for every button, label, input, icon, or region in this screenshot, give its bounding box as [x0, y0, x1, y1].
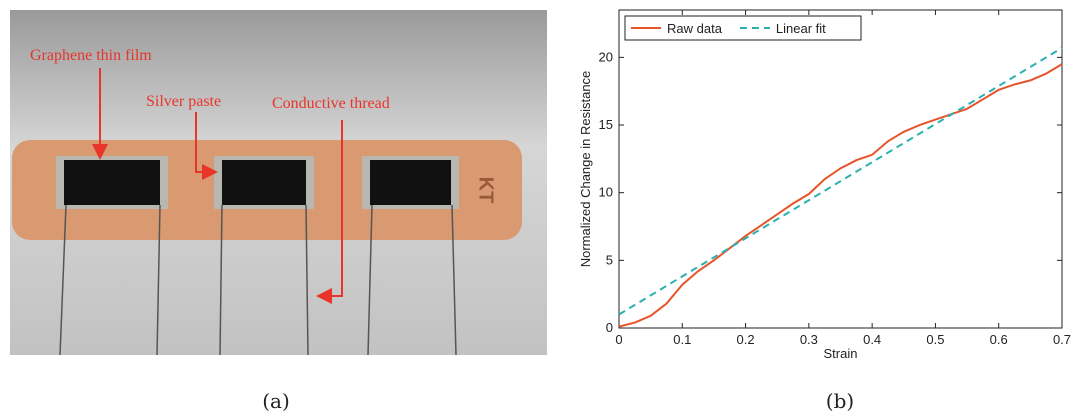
caption: (b)	[826, 389, 854, 413]
y-tick-label: 5	[606, 252, 613, 267]
band-text: KT	[475, 177, 497, 204]
arrows	[92, 68, 343, 304]
x-tick-label: 0	[615, 332, 622, 347]
annotation: Conductive thread	[272, 95, 390, 112]
y-tick-label: 0	[606, 320, 613, 335]
caption: (a)	[262, 389, 290, 413]
x-tick-label: 0.7	[1053, 332, 1071, 347]
photo: KT Graphene thin film Silver paste Condu…	[10, 10, 547, 413]
annotation: Silver paste	[146, 93, 221, 110]
data-line	[618, 47, 1063, 316]
legend-label: Raw data	[667, 21, 723, 36]
x-tick-label: 0.1	[673, 332, 691, 347]
x-tick-label: 0.6	[990, 332, 1008, 347]
y-axis-label: Normalized Change in Resistance	[578, 71, 593, 268]
x-tick-label: 0.5	[926, 332, 944, 347]
chart: 0 0.1 0.2 0.3 0.4 0.5 0.6 0.7 0 5 10 15 20 Strain Norm…	[578, 9, 1071, 361]
annotation: Graphene thin film	[30, 47, 152, 64]
x-axis-label: Strain	[824, 346, 858, 361]
graphene	[64, 160, 451, 205]
x-tick-label: 0.3	[800, 332, 818, 347]
x-tick-label: 0.4	[863, 332, 881, 347]
data-line	[618, 63, 1063, 328]
y-tick-label: 20	[599, 49, 613, 64]
threads	[59, 204, 457, 356]
y-tick-label: 10	[599, 185, 613, 200]
y-tick-label: 15	[599, 117, 613, 132]
legend-label: Linear fit	[776, 21, 826, 36]
x-tick-label: 0.2	[737, 332, 755, 347]
